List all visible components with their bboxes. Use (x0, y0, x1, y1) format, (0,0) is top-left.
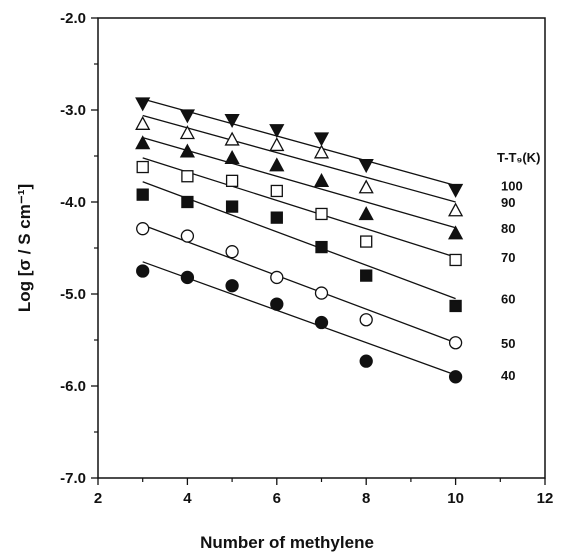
legend-label-40: 40 (501, 368, 515, 383)
data-point-40 (448, 370, 463, 384)
data-point-40 (136, 264, 150, 278)
y-tick-label: -2.0 (60, 10, 86, 27)
fit-line-80 (142, 136, 456, 229)
fit-line-50 (142, 224, 456, 344)
legend-label-50: 50 (501, 336, 515, 351)
data-point-40 (314, 315, 329, 330)
data-point-70 (136, 160, 149, 174)
data-point-70 (315, 207, 328, 221)
data-point-40 (180, 270, 195, 285)
data-point-50 (314, 286, 329, 300)
fit-lines (142, 98, 456, 376)
y-axis-title: Log [σ / S cm⁻¹] (15, 184, 34, 312)
data-point-90 (358, 179, 374, 194)
data-point-100 (313, 132, 330, 147)
y-tick-label: -6.0 (60, 378, 86, 395)
data-point-60 (360, 269, 373, 282)
data-point-100 (224, 113, 240, 128)
y-tick-label: -3.0 (60, 102, 86, 119)
data-point-100 (448, 183, 464, 198)
data-point-60 (225, 200, 239, 213)
x-tick-label: 12 (537, 490, 554, 507)
data-point-40 (359, 354, 373, 368)
fit-line-70 (142, 157, 456, 258)
data-point-80 (358, 206, 374, 221)
x-tick-label: 10 (447, 490, 464, 507)
data-point-50 (359, 313, 373, 327)
legend-label-80: 80 (501, 221, 515, 236)
fit-line-60 (142, 181, 456, 300)
data-point-70 (225, 174, 239, 187)
x-tick-label: 6 (273, 490, 281, 507)
y-tick-label: -7.0 (60, 470, 86, 487)
x-tick-label: 4 (183, 490, 192, 507)
legend-label-90: 90 (501, 195, 515, 210)
data-point-60 (270, 211, 283, 224)
data-point-90 (179, 125, 195, 140)
legend-title: T-T₉(K) (497, 150, 540, 165)
data-point-50 (180, 229, 195, 243)
data-point-90 (224, 131, 240, 146)
x-tick-label: 2 (94, 490, 102, 507)
legend: 100 90 80 70 60 50 40 (501, 178, 523, 383)
fit-line-100 (142, 98, 456, 187)
fit-line-40 (142, 261, 456, 376)
data-point-90 (135, 115, 151, 130)
data-point-100 (135, 97, 151, 112)
data-point-50 (136, 222, 150, 236)
data-point-90 (313, 144, 330, 159)
data-point-70 (270, 184, 283, 198)
legend-label-70: 70 (501, 250, 515, 265)
ticks (91, 17, 546, 485)
data-point-40 (270, 297, 284, 311)
data-point-100 (179, 109, 195, 124)
data-point-70 (360, 235, 373, 248)
data-point-70 (181, 170, 194, 183)
data-point-60 (315, 240, 328, 254)
x-tick-label: 8 (362, 490, 370, 507)
data-point-90 (448, 202, 464, 217)
data-point-50 (448, 336, 463, 350)
data-point-100 (269, 124, 285, 139)
data-point-60 (449, 299, 462, 313)
data-point-80 (313, 172, 330, 187)
data-point-80 (448, 225, 464, 240)
data-point-80 (224, 149, 240, 164)
fit-line-90 (142, 114, 456, 203)
data-point-60 (136, 188, 149, 201)
data-point-60 (181, 195, 194, 209)
data-point-90 (269, 137, 285, 152)
data-point-50 (225, 245, 239, 259)
data-point-100 (358, 159, 374, 174)
data-points (135, 97, 464, 384)
y-tick-label: -4.0 (60, 194, 86, 211)
data-point-80 (179, 143, 195, 158)
data-point-70 (449, 253, 462, 267)
data-point-80 (135, 135, 151, 150)
data-point-50 (270, 270, 284, 285)
legend-label-100: 100 (501, 178, 523, 193)
y-tick-label: -5.0 (60, 286, 86, 303)
data-point-40 (225, 279, 239, 293)
tick-labels: 2 4 6 8 10 12 -2.0 -3.0 -4.0 -5.0 -6.0 -7.0 (60, 10, 553, 507)
legend-label-60: 60 (501, 292, 515, 307)
data-point-80 (269, 157, 285, 172)
x-axis-title: Number of methylene (200, 533, 374, 552)
